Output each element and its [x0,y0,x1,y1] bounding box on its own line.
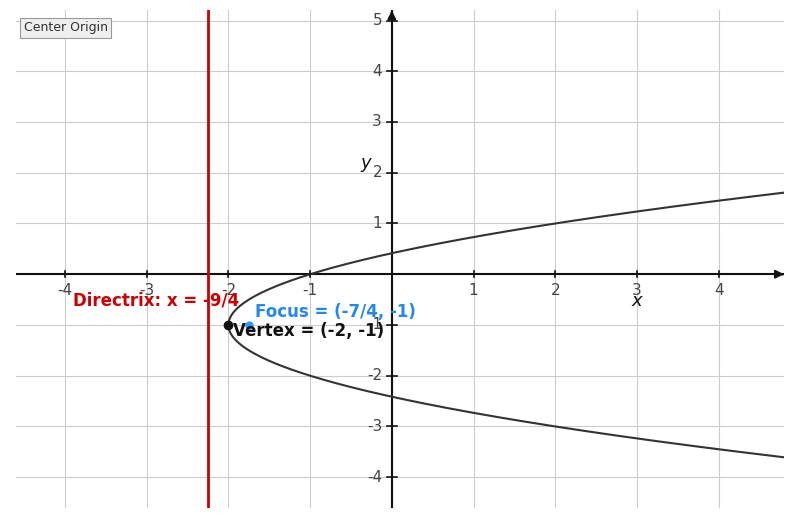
Text: x: x [632,292,642,310]
Text: Focus = (-7/4, -1): Focus = (-7/4, -1) [255,304,416,321]
Text: 2: 2 [550,283,560,298]
Text: 5: 5 [373,13,382,28]
Text: -2: -2 [367,368,382,383]
Text: 3: 3 [632,283,642,298]
Text: 1: 1 [373,216,382,231]
Text: Center Origin: Center Origin [24,21,108,34]
Text: -1: -1 [302,283,318,298]
Text: 1: 1 [469,283,478,298]
Text: 4: 4 [373,64,382,79]
Text: -4: -4 [58,283,73,298]
Text: 3: 3 [372,114,382,130]
Text: 4: 4 [714,283,723,298]
Text: -3: -3 [366,419,382,434]
Text: Vertex = (-2, -1): Vertex = (-2, -1) [233,322,384,340]
Text: -1: -1 [367,318,382,333]
Text: -2: -2 [221,283,236,298]
Text: Directrix: x = -9/4: Directrix: x = -9/4 [73,292,239,310]
Text: 2: 2 [373,165,382,180]
Text: -3: -3 [139,283,154,298]
Text: -4: -4 [367,470,382,485]
Text: y: y [361,154,371,171]
